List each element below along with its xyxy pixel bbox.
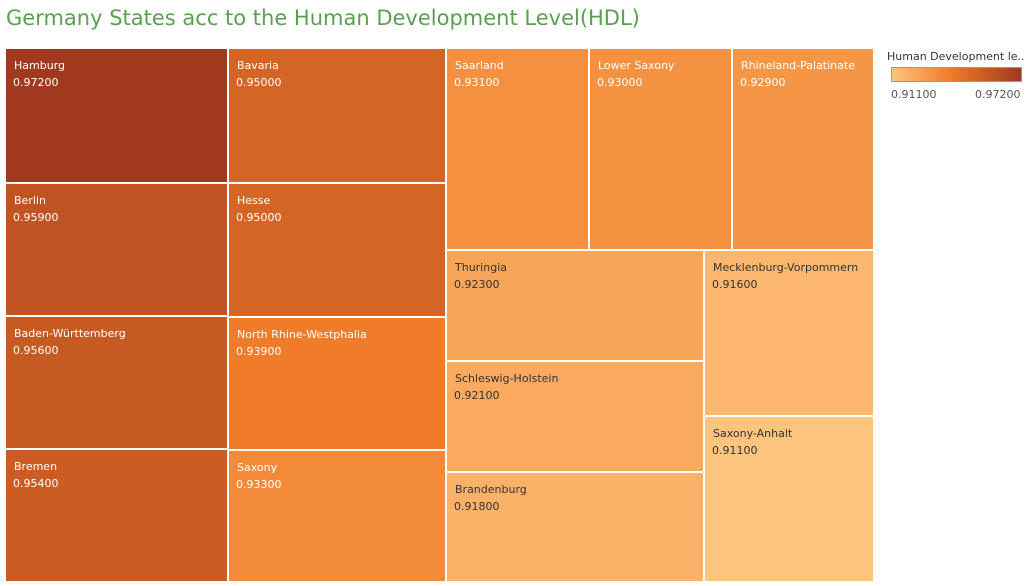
- tile-value-label: 0.97200: [13, 76, 59, 89]
- tile-value-label: 0.93900: [236, 345, 282, 358]
- treemap-tile-thuringia[interactable]: Thuringia 0.92300: [446, 250, 704, 361]
- tile-label: Mecklenburg-Vorpommern: [713, 261, 859, 274]
- treemap-tile-hamburg[interactable]: Hamburg 0.97200: [5, 48, 228, 183]
- tile-value-label: 0.92300: [454, 278, 500, 291]
- tile-value-label: 0.91800: [454, 500, 500, 513]
- tile-value-label: 0.95600: [13, 344, 59, 357]
- tile-label: Bavaria: [237, 59, 279, 72]
- treemap-tile-bavaria[interactable]: Bavaria 0.95000: [228, 48, 446, 183]
- tile-label: Saxony: [237, 461, 278, 474]
- treemap-tile-mecklenburg-vorpommern[interactable]: Mecklenburg-Vorpommern 0.91600: [704, 250, 874, 416]
- color-legend: Human Development le.. 0.91100 0.97200: [887, 50, 1027, 101]
- tile-label: Hamburg: [14, 59, 65, 72]
- tile-label: Thuringia: [455, 261, 507, 274]
- tile-value-label: 0.95900: [13, 211, 59, 224]
- tile-label: Rhineland-Palatinate: [741, 59, 855, 72]
- tile-label: Bremen: [14, 460, 58, 473]
- tile-value-label: 0.93100: [454, 76, 500, 89]
- tile-label: Saxony-Anhalt: [713, 427, 793, 440]
- treemap-tile-lower-saxony[interactable]: Lower Saxony 0.93000: [589, 48, 732, 250]
- treemap-tile-rhineland-palatinate[interactable]: Rhineland-Palatinate 0.92900: [732, 48, 874, 250]
- tile-label: Berlin: [14, 194, 46, 207]
- legend-title: Human Development le..: [887, 50, 1025, 63]
- tile-label: Saarland: [455, 59, 504, 72]
- tile-value-label: 0.91100: [712, 444, 758, 457]
- tile-value-label: 0.91600: [712, 278, 758, 291]
- tile-value-label: 0.95400: [13, 477, 59, 490]
- legend-gradient-bar: [891, 67, 1022, 82]
- treemap-tile-brandenburg[interactable]: Brandenburg 0.91800: [446, 472, 704, 582]
- treemap-tile-saxony-anhalt[interactable]: Saxony-Anhalt 0.91100: [704, 416, 874, 582]
- treemap-tile-saxony[interactable]: Saxony 0.93300: [228, 450, 446, 582]
- treemap-tile-berlin[interactable]: Berlin 0.95900: [5, 183, 228, 316]
- legend-max-label: 0.97200: [975, 88, 1021, 101]
- treemap-tile-north-rhine-westphalia[interactable]: North Rhine-Westphalia 0.93900: [228, 317, 446, 450]
- tile-label: Brandenburg: [455, 483, 527, 496]
- treemap-tile-baden-w-rttemberg[interactable]: Baden-Württemberg 0.95600: [5, 316, 228, 449]
- chart-title: Germany States acc to the Human Developm…: [6, 6, 640, 30]
- tile-label: North Rhine-Westphalia: [237, 328, 367, 341]
- tile-label: Schleswig-Holstein: [455, 372, 559, 385]
- tile-label: Lower Saxony: [598, 59, 675, 72]
- tile-value-label: 0.92100: [454, 389, 500, 402]
- tile-value-label: 0.93000: [597, 76, 643, 89]
- treemap-tile-saarland[interactable]: Saarland 0.93100: [446, 48, 589, 250]
- tile-value-label: 0.95000: [236, 211, 282, 224]
- treemap-tile-bremen[interactable]: Bremen 0.95400: [5, 449, 228, 582]
- tile-value-label: 0.95000: [236, 76, 282, 89]
- treemap-tile-schleswig-holstein[interactable]: Schleswig-Holstein 0.92100: [446, 361, 704, 472]
- treemap-tile-hesse[interactable]: Hesse 0.95000: [228, 183, 446, 317]
- legend-min-label: 0.91100: [891, 88, 937, 101]
- tile-label: Baden-Württemberg: [14, 327, 126, 340]
- tile-value-label: 0.93300: [236, 478, 282, 491]
- tile-label: Hesse: [237, 194, 271, 207]
- tile-value-label: 0.92900: [740, 76, 786, 89]
